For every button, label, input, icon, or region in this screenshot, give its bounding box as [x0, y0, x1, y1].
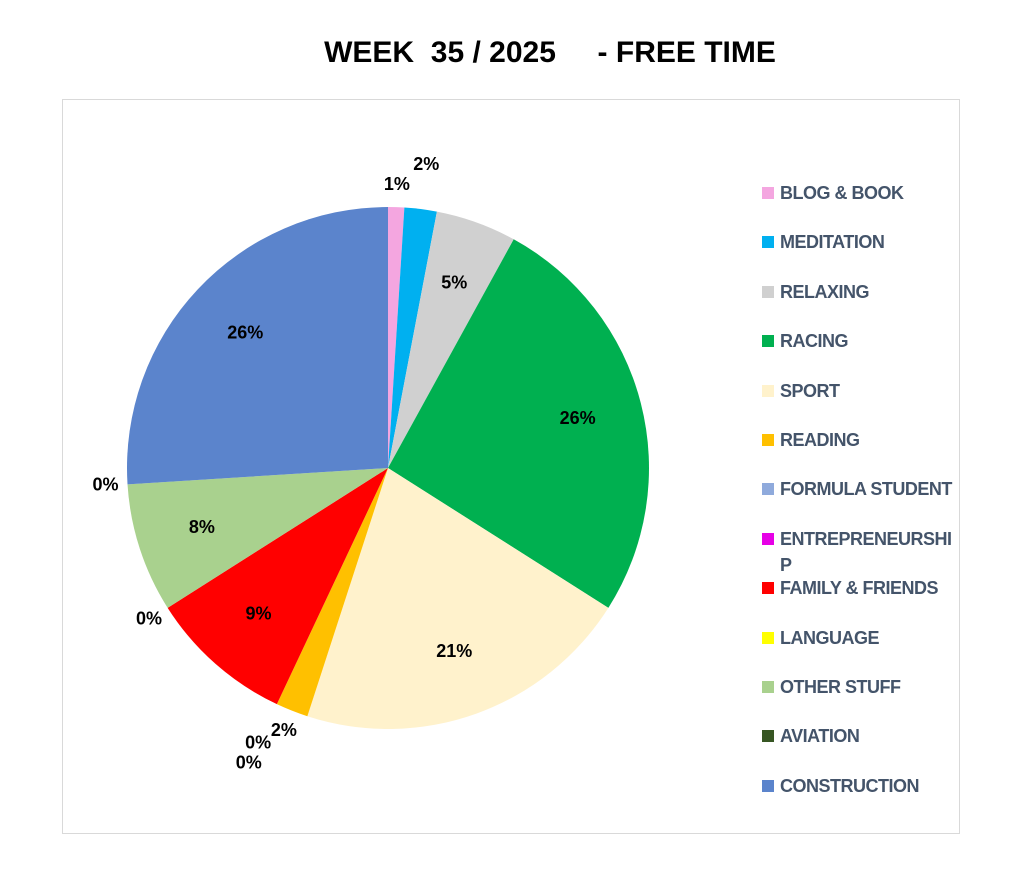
pie-slice [388, 207, 437, 469]
legend-label: READING [780, 430, 860, 450]
legend-item: MEDITATION [762, 229, 960, 255]
legend-label: FORMULA STUDENT [780, 479, 952, 500]
legend-swatch [762, 236, 774, 249]
legend-label: ENTREPRENEURSHIP [780, 528, 952, 575]
legend-item: FORMULA STUDENT [762, 476, 960, 502]
data-label: 26% [227, 323, 263, 343]
legend-swatch [762, 779, 774, 792]
pie-slice [276, 468, 388, 717]
legend-swatch [762, 681, 774, 693]
legend-swatch [762, 483, 774, 496]
data-label: 8% [189, 517, 215, 537]
legend-swatch [762, 434, 774, 446]
pie-slice [127, 468, 389, 608]
legend-label: OTHER STUFF [780, 677, 901, 697]
data-label: 5% [441, 273, 467, 293]
data-label: 2% [413, 154, 439, 174]
pie-slice [388, 211, 514, 468]
pie-slice [126, 207, 388, 485]
legend-swatch [762, 631, 774, 644]
legend-swatch [762, 730, 774, 743]
legend-label: RACING [780, 331, 849, 352]
data-label: 0% [245, 733, 271, 753]
legend-item: RELAXING [762, 279, 960, 305]
legend-item: AVIATION [762, 723, 960, 749]
data-label: 9% [246, 604, 272, 624]
pie-slice [388, 239, 649, 608]
legend-swatch [762, 532, 774, 545]
legend-label: FAMILY & FRIENDS [780, 578, 939, 599]
data-label: 26% [560, 408, 596, 428]
legend-label: RELAXING [780, 281, 870, 302]
legend-item: LANGUAGE [762, 625, 960, 651]
legend-swatch [762, 384, 774, 397]
legend-label: SPORT [780, 380, 840, 401]
legend-item: RACING [762, 328, 960, 354]
legend-item: ENTREPRENEURSHIP [762, 526, 960, 578]
legend-label: BLOG & BOOK [780, 183, 904, 203]
legend-label: MEDITATION [780, 232, 885, 253]
legend-item: READING [762, 427, 960, 453]
data-label: 2% [271, 720, 297, 740]
legend-swatch [762, 582, 774, 595]
data-label: 21% [436, 641, 472, 661]
legend-item: BLOG & BOOK [762, 180, 960, 206]
data-label: 0% [236, 753, 262, 773]
pie-slice [307, 468, 609, 729]
legend-item: FAMILY & FRIENDS [762, 575, 960, 601]
legend-swatch [762, 335, 774, 348]
pie-slice [167, 468, 388, 705]
legend-label: CONSTRUCTION [780, 775, 920, 796]
legend-label: LANGUAGE [780, 627, 880, 648]
legend-item: CONSTRUCTION [762, 773, 960, 799]
legend-item: SPORT [762, 378, 960, 404]
legend-item: OTHER STUFF [762, 674, 960, 700]
data-label: 0% [93, 475, 119, 495]
legend-swatch [762, 285, 774, 298]
chart-frame [62, 99, 960, 834]
legend-label: AVIATION [780, 726, 860, 747]
data-label: 1% [384, 174, 410, 194]
pie-slice [388, 207, 405, 468]
chart-title: WEEK 35 / 2025 - FREE TIME [324, 36, 776, 69]
legend-swatch [762, 187, 774, 199]
data-label: 0% [136, 608, 162, 628]
